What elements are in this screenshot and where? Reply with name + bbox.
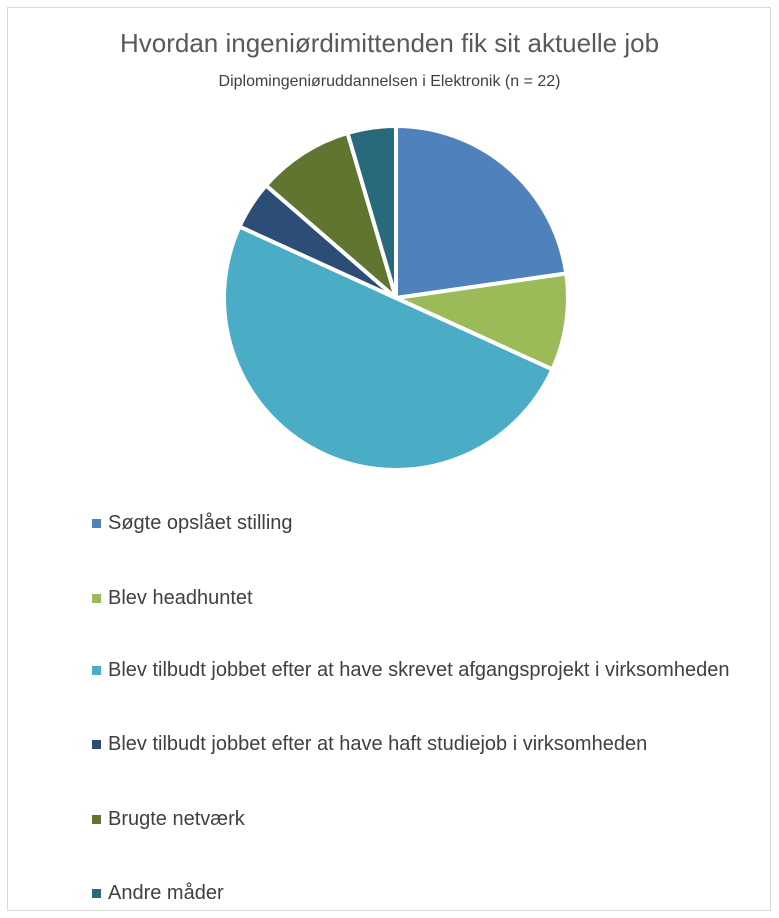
legend-label: Andre måder	[108, 882, 224, 904]
pie-slice-6	[345, 124, 398, 300]
legend-label: Blev tilbudt jobbet efter at have skreve…	[108, 659, 730, 681]
legend-item: Brugte netværk	[92, 805, 742, 833]
legend-swatch	[92, 889, 101, 898]
pie-slice-1	[394, 124, 569, 300]
legend-swatch	[92, 740, 101, 749]
chart-title: Hvordan ingeniørdimittenden fik sit aktu…	[119, 28, 660, 58]
legend-swatch	[92, 815, 101, 824]
legend-item: Andre måder	[92, 879, 742, 907]
pie-slice-3	[222, 224, 555, 472]
legend-label: Brugte netværk	[108, 808, 245, 830]
chart-subtitle: Diplomingeniøruddannelsen i Elektronik (…	[218, 73, 561, 90]
legend-swatch	[92, 519, 101, 528]
legend-item: Blev headhuntet	[92, 584, 742, 612]
legend-swatch	[92, 666, 101, 675]
legend-label: Blev headhuntet	[108, 587, 253, 609]
legend-swatch	[92, 594, 101, 603]
legend-label: Søgte opslået stilling	[108, 512, 293, 534]
legend-item: Søgte opslået stilling	[92, 509, 742, 537]
legend-item: Blev tilbudt jobbet efter at have haft s…	[92, 730, 742, 758]
legend-item: Blev tilbudt jobbet efter at have skreve…	[92, 656, 742, 684]
legend-label: Blev tilbudt jobbet efter at have haft s…	[108, 733, 648, 755]
